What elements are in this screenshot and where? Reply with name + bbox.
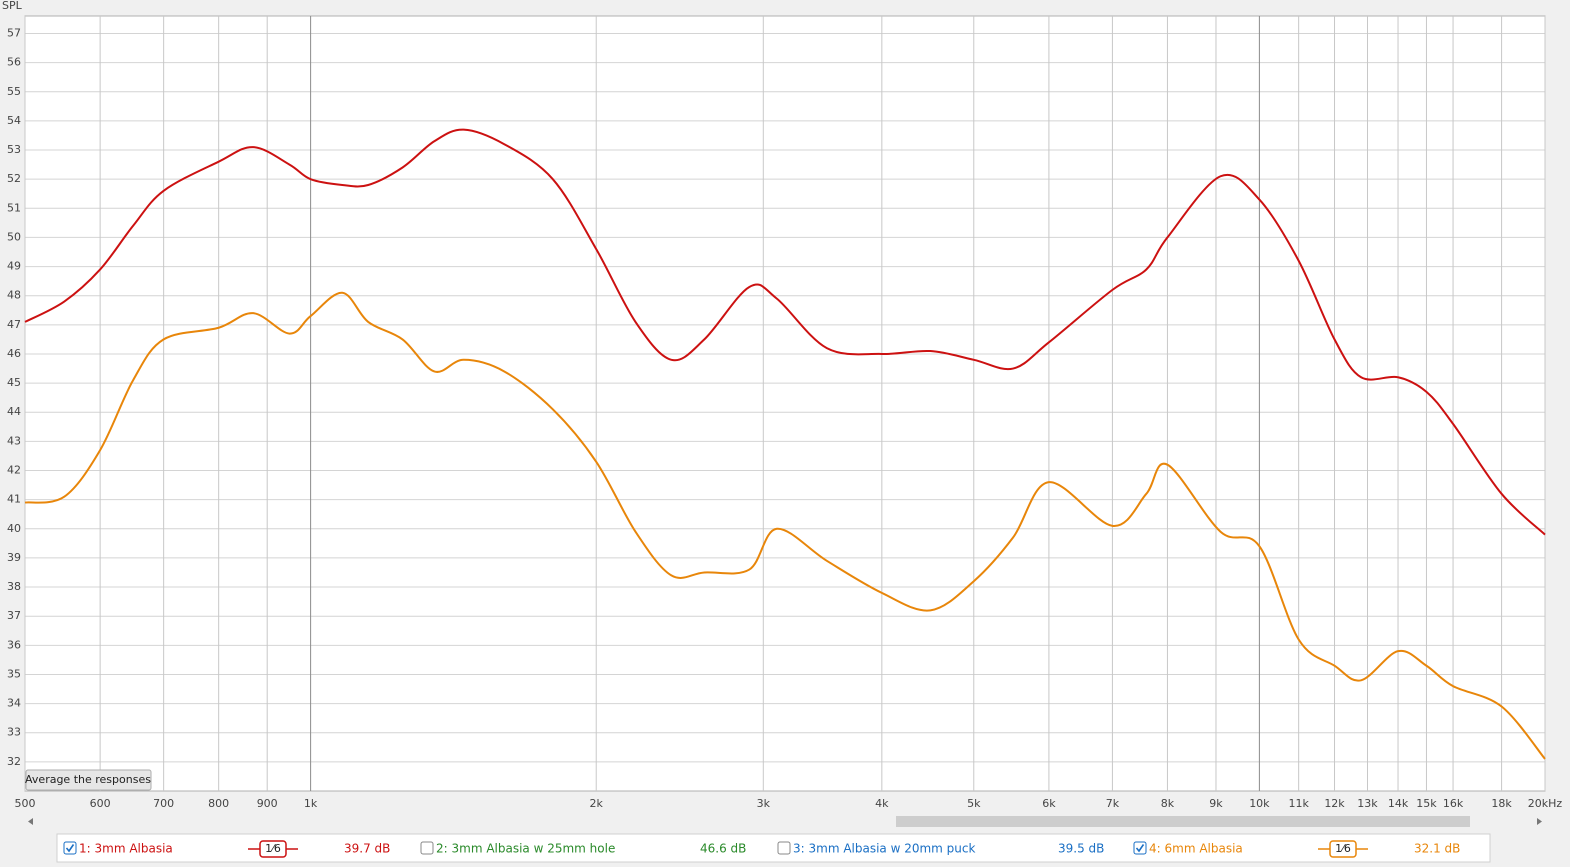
y-tick-label: 37 bbox=[7, 609, 21, 622]
checkmark[interactable] bbox=[1135, 844, 1145, 853]
x-tick-label: 2k bbox=[590, 797, 604, 810]
y-tick-label: 54 bbox=[7, 114, 21, 127]
series-line bbox=[24, 291, 1546, 760]
smoothing-box[interactable] bbox=[259, 840, 287, 858]
y-tick-label: 43 bbox=[7, 434, 21, 447]
y-tick-label: 53 bbox=[7, 143, 21, 156]
legend-name: 4: 6mm Albasia bbox=[1149, 842, 1243, 856]
x-tick-label: 600 bbox=[90, 797, 111, 810]
x-tick-label: 8k bbox=[1161, 797, 1175, 810]
x-tick-label: 900 bbox=[257, 797, 278, 810]
legend-panel bbox=[56, 833, 1491, 863]
y-tick-label: 47 bbox=[7, 318, 21, 331]
checkbox[interactable] bbox=[63, 841, 77, 855]
legend-name: 1: 3mm Albasia bbox=[79, 842, 173, 856]
x-tick-label: 6k bbox=[1042, 797, 1056, 810]
button-frame[interactable] bbox=[25, 769, 152, 791]
y-tick-label: 42 bbox=[7, 464, 21, 477]
legend-level: 46.6 dB bbox=[700, 842, 746, 856]
y-tick-label: 52 bbox=[7, 172, 21, 185]
plot-area bbox=[24, 15, 1546, 792]
y-tick-label: 35 bbox=[7, 667, 21, 680]
x-tick-label: 3k bbox=[757, 797, 771, 810]
scroll-right[interactable] bbox=[1537, 818, 1542, 825]
y-tick-label: 51 bbox=[7, 201, 21, 214]
y-tick-label: 41 bbox=[7, 493, 21, 506]
y-tick-label: 56 bbox=[7, 56, 21, 69]
x-tick-label: 1k bbox=[304, 797, 318, 810]
y-axis-label: SPL bbox=[2, 0, 23, 12]
x-tick-label: 16k bbox=[1443, 797, 1464, 810]
y-tick-label: 33 bbox=[7, 726, 21, 739]
x-tick-label: 12k bbox=[1324, 797, 1345, 810]
y-tick-label: 39 bbox=[7, 551, 21, 564]
x-tick-label: 500 bbox=[15, 797, 36, 810]
smoothing-label[interactable]: 1⁄6 bbox=[265, 842, 281, 855]
y-tick-label: 55 bbox=[7, 85, 21, 98]
x-tick-label: 9k bbox=[1209, 797, 1223, 810]
y-tick-label: 38 bbox=[7, 580, 21, 593]
legend-level: 39.7 dB bbox=[344, 842, 390, 856]
y-tick-label: 36 bbox=[7, 638, 21, 651]
x-tick-label: 7k bbox=[1106, 797, 1120, 810]
x-tick-label: 4k bbox=[875, 797, 889, 810]
y-tick-label: 32 bbox=[7, 755, 21, 768]
y-tick-label: 48 bbox=[7, 289, 21, 302]
y-tick-label: 46 bbox=[7, 347, 21, 360]
legend-name: 3: 3mm Albasia w 20mm puck bbox=[793, 842, 976, 856]
series-line bbox=[24, 128, 1546, 536]
x-tick-label: 18k bbox=[1491, 797, 1512, 810]
y-tick-label: 34 bbox=[7, 697, 21, 710]
x-tick-label: 10k bbox=[1249, 797, 1270, 810]
y-tick-label: 57 bbox=[7, 26, 21, 39]
button-label[interactable]: Average the responses bbox=[25, 773, 151, 786]
smoothing-label[interactable]: 1⁄6 bbox=[1335, 842, 1351, 855]
x-tick-label: 800 bbox=[208, 797, 229, 810]
y-tick-label: 49 bbox=[7, 260, 21, 273]
x-tick-label: 11k bbox=[1288, 797, 1309, 810]
legend-level: 39.5 dB bbox=[1058, 842, 1104, 856]
checkbox[interactable] bbox=[777, 841, 791, 855]
legend-level: 32.1 dB bbox=[1414, 842, 1460, 856]
x-tick-label: 15k bbox=[1416, 797, 1437, 810]
legend-name: 2: 3mm Albasia w 25mm hole bbox=[436, 842, 615, 856]
scrollbar[interactable] bbox=[25, 815, 1545, 828]
x-tick-label: 700 bbox=[153, 797, 174, 810]
x-tick-label: 20kHz bbox=[1528, 797, 1563, 810]
y-tick-label: 50 bbox=[7, 230, 21, 243]
scroll-left[interactable] bbox=[28, 818, 33, 825]
smoothing-box[interactable] bbox=[1329, 840, 1357, 858]
x-tick-label: 14k bbox=[1388, 797, 1409, 810]
y-tick-label: 40 bbox=[7, 522, 21, 535]
average-button[interactable]: Average the responses bbox=[25, 769, 152, 791]
checkmark[interactable] bbox=[65, 844, 75, 853]
y-tick-label: 45 bbox=[7, 376, 21, 389]
scroll-thumb[interactable] bbox=[896, 816, 1470, 827]
checkbox[interactable] bbox=[1133, 841, 1147, 855]
checkbox[interactable] bbox=[420, 841, 434, 855]
x-tick-label: 5k bbox=[967, 797, 981, 810]
x-tick-label: 13k bbox=[1357, 797, 1378, 810]
y-tick-label: 44 bbox=[7, 405, 21, 418]
